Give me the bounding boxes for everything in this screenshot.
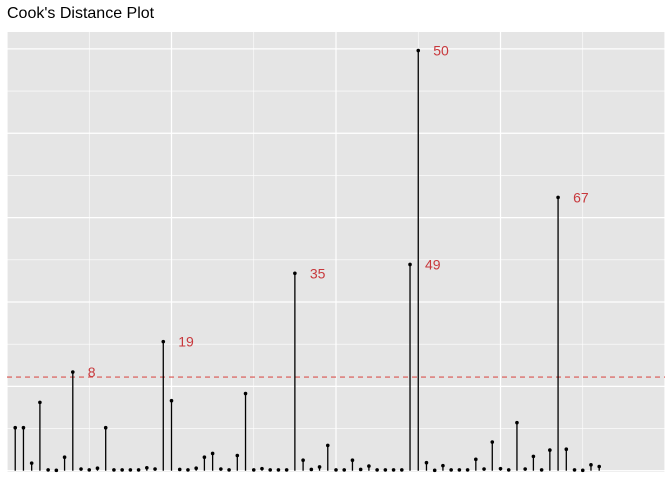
point-31 xyxy=(260,466,264,471)
point-60 xyxy=(498,466,503,471)
point-label-50: 50 xyxy=(433,43,449,59)
point-18 xyxy=(153,467,157,471)
point-28 xyxy=(235,453,240,458)
point-1 xyxy=(13,425,18,430)
point-21 xyxy=(177,467,182,472)
point-54 xyxy=(449,468,453,472)
point-38 xyxy=(317,465,322,469)
point-56 xyxy=(465,468,470,472)
point-labels: 8 19 35 49 50 67 xyxy=(88,43,589,380)
point-label-19: 19 xyxy=(178,334,194,350)
point-label-49: 49 xyxy=(425,256,441,272)
point-65 xyxy=(539,468,544,472)
point-52 xyxy=(432,468,437,473)
point-29 xyxy=(243,391,248,396)
point-62 xyxy=(515,420,519,425)
point-42 xyxy=(350,458,355,462)
point-35 xyxy=(293,271,297,276)
point-6 xyxy=(54,468,59,473)
point-label-35: 35 xyxy=(310,265,326,281)
point-70 xyxy=(580,468,585,473)
point-20 xyxy=(169,398,174,403)
point-63 xyxy=(523,467,527,471)
point-68 xyxy=(564,447,569,452)
point-10 xyxy=(87,468,92,472)
chart-title: Cook's Distance Plot xyxy=(7,5,155,22)
point-14 xyxy=(120,468,124,472)
point-36 xyxy=(301,458,305,462)
point-39 xyxy=(325,443,330,448)
point-67 xyxy=(556,195,560,200)
point-43 xyxy=(358,467,363,472)
point-25 xyxy=(210,451,215,456)
point-64 xyxy=(531,454,536,459)
point-50 xyxy=(416,48,421,53)
point-13 xyxy=(112,468,116,472)
point-57 xyxy=(474,457,478,462)
point-label-67: 67 xyxy=(573,189,589,205)
point-55 xyxy=(457,468,462,472)
point-69 xyxy=(572,468,577,472)
point-66 xyxy=(548,448,552,452)
point-label-8: 8 xyxy=(88,364,96,380)
point-61 xyxy=(506,468,511,472)
point-51 xyxy=(424,460,429,465)
point-71 xyxy=(589,463,593,467)
point-72 xyxy=(597,464,601,469)
point-15 xyxy=(128,468,133,472)
point-16 xyxy=(136,468,141,472)
point-45 xyxy=(375,468,379,472)
point-53 xyxy=(441,463,445,468)
point-11 xyxy=(95,466,100,471)
point-40 xyxy=(334,468,338,472)
point-34 xyxy=(284,468,289,472)
point-37 xyxy=(309,467,314,472)
point-46 xyxy=(383,468,388,472)
point-9 xyxy=(79,467,83,471)
point-48 xyxy=(400,468,404,472)
point-44 xyxy=(367,464,371,468)
point-32 xyxy=(268,468,273,472)
point-23 xyxy=(194,466,198,471)
point-12 xyxy=(103,425,108,430)
point-41 xyxy=(342,468,347,472)
point-2 xyxy=(21,425,26,430)
point-7 xyxy=(62,455,67,460)
point-17 xyxy=(145,465,149,470)
point-19 xyxy=(161,339,166,344)
point-5 xyxy=(46,468,50,472)
point-8 xyxy=(71,370,75,374)
major-gridlines xyxy=(6,32,666,472)
point-22 xyxy=(186,468,190,472)
point-3 xyxy=(29,461,34,465)
point-26 xyxy=(219,467,223,471)
stems xyxy=(14,50,600,471)
point-33 xyxy=(276,468,281,472)
point-30 xyxy=(251,468,256,472)
points xyxy=(13,48,601,473)
point-27 xyxy=(227,468,231,472)
point-59 xyxy=(490,440,495,444)
point-58 xyxy=(482,467,486,471)
point-47 xyxy=(391,468,396,472)
point-4 xyxy=(38,400,42,405)
point-24 xyxy=(202,455,207,460)
point-49 xyxy=(408,262,412,267)
